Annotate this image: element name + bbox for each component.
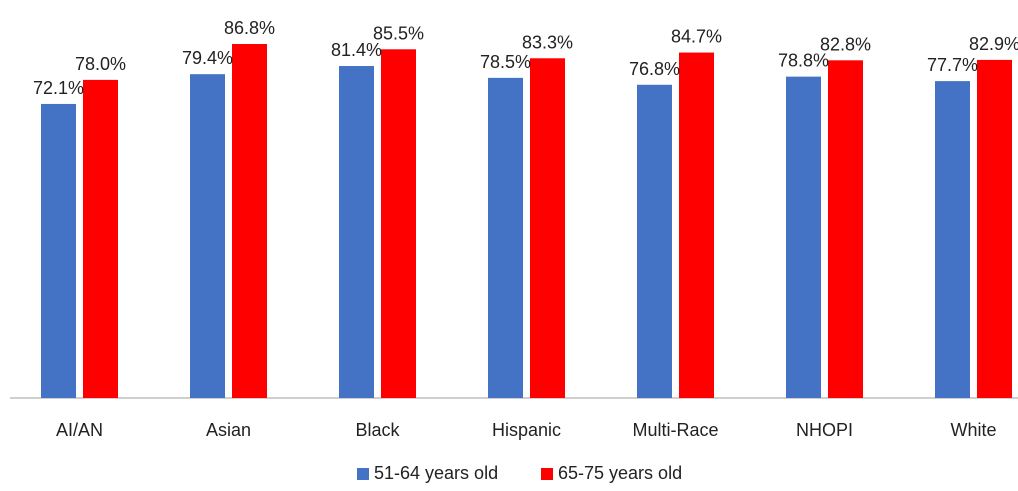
bar-series2-white — [977, 59, 1012, 399]
legend-label: 51-64 years old — [374, 463, 498, 483]
data-label: 72.1% — [33, 78, 84, 98]
bar-series1-nhopi — [786, 76, 821, 398]
bar-series1-multi-race — [637, 84, 672, 398]
x-tick-label: Multi-Race — [632, 420, 718, 440]
data-label: 83.3% — [522, 32, 573, 52]
data-label: 78.5% — [480, 52, 531, 72]
data-label: 79.4% — [182, 48, 233, 68]
data-label: 76.8% — [629, 59, 680, 79]
bars-group — [41, 44, 1012, 399]
x-tick-label: Asian — [206, 420, 251, 440]
legend-label: 65-75 years old — [558, 463, 682, 483]
x-tick-label: White — [950, 420, 996, 440]
x-tick-label: AI/AN — [56, 420, 103, 440]
data-label: 81.4% — [331, 40, 382, 60]
data-label: 85.5% — [373, 23, 424, 43]
legend-swatch — [357, 468, 369, 480]
x-tick-label: Hispanic — [492, 420, 561, 440]
data-label: 78.0% — [75, 54, 126, 74]
bar-series2-black — [381, 49, 416, 398]
x-tick-label: NHOPI — [796, 420, 853, 440]
data-label: 84.7% — [671, 27, 722, 47]
x-tick-label: Black — [355, 420, 400, 440]
bar-series1-hispanic — [488, 77, 523, 399]
bar-series2-nhopi — [828, 60, 863, 399]
legend-swatch — [541, 468, 553, 480]
bar-series2-hispanic — [530, 58, 565, 398]
bar-series1-asian — [190, 74, 225, 399]
legend: 51-64 years old 65-75 years old — [357, 463, 682, 483]
data-label: 82.8% — [820, 34, 871, 54]
bar-series1-white — [935, 81, 970, 398]
bar-series1-ai-an — [41, 103, 76, 399]
data-label: 86.8% — [224, 18, 275, 38]
data-label: 82.9% — [969, 34, 1018, 54]
bar-series2-multi-race — [679, 52, 714, 399]
bar-series1-black — [339, 66, 374, 398]
bar-series2-asian — [232, 44, 267, 398]
x-tick-labels-group: AI/AN Asian Black Hispanic Multi-Race NHOPI Wh… — [56, 420, 997, 440]
bar-series2-ai-an — [83, 79, 118, 398]
data-labels-group: 72.1% 78.0% 79.4% 86.8% 81.4%85.5% 78.5%83.3%… — [33, 18, 1018, 98]
data-label: 78.8% — [778, 51, 829, 71]
data-label: 77.7% — [927, 55, 978, 75]
